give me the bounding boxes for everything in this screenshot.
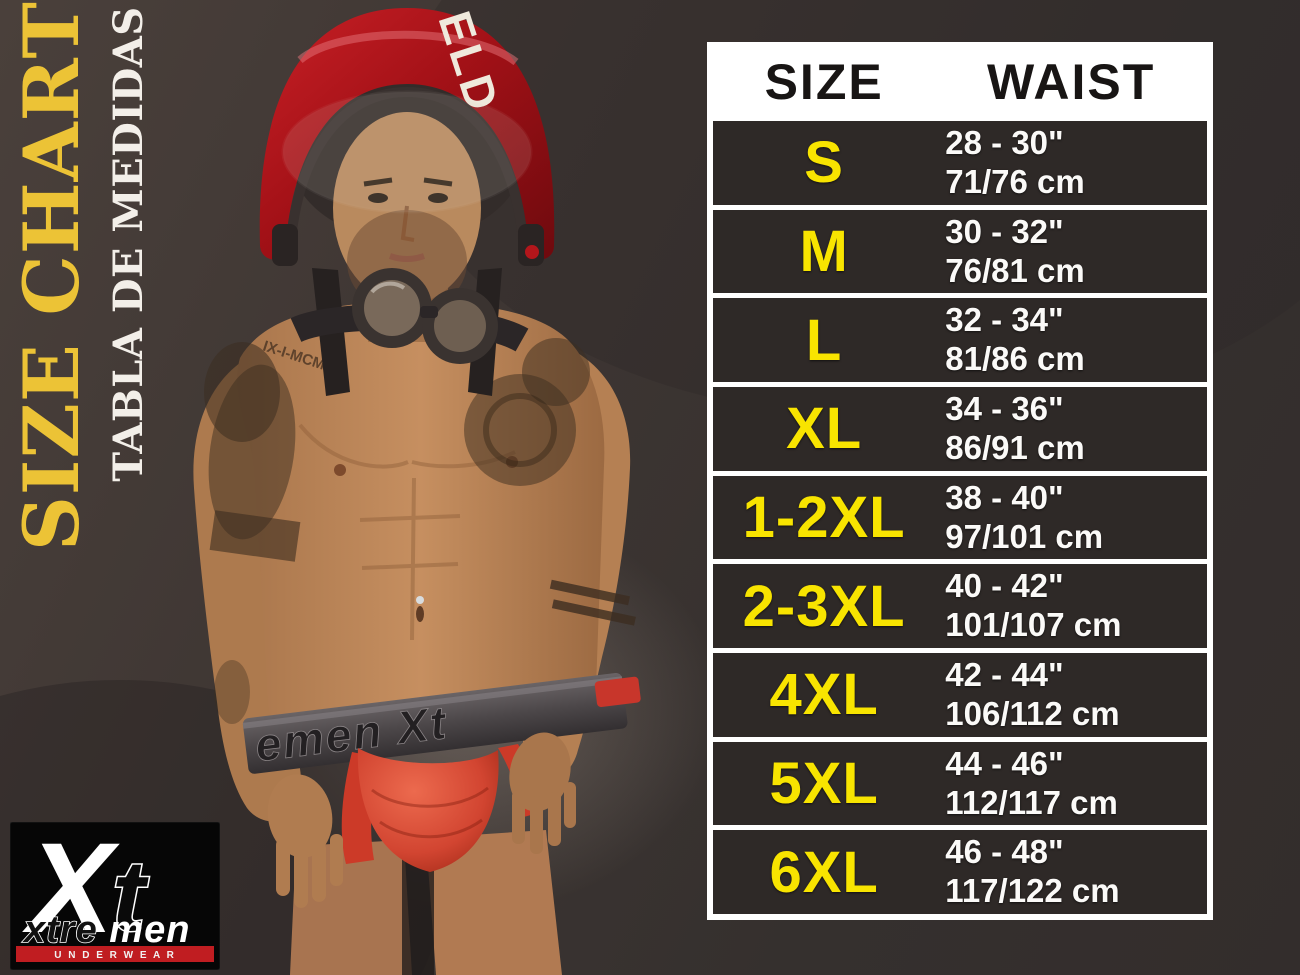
logo-wordmark-xtre: xtre	[22, 909, 98, 951]
waist-inches: 44 - 46"	[945, 744, 1064, 782]
logo-monogram-x: X	[22, 822, 120, 960]
logo-underwear-bar	[16, 946, 214, 962]
size-cell: M	[799, 219, 849, 284]
model-right-hand	[267, 774, 343, 908]
waist-cm: 112/117 cm	[945, 783, 1118, 821]
waist-inches: 46 - 48"	[945, 833, 1064, 871]
page-title: SIZE CHART	[4, 1, 98, 551]
logo-wordmark-men: men	[109, 909, 190, 951]
waistband-red-tab	[594, 676, 641, 708]
size-cell: L	[805, 307, 843, 373]
waist-inches: 40 - 42"	[945, 567, 1064, 605]
size-cell: 5XL	[769, 751, 879, 817]
page-subtitle-text: TABLA DE MEDIDAS	[104, 6, 152, 482]
helmet-ear-right	[518, 224, 544, 266]
waist-cell: 30 - 32" 76/81 cm	[935, 210, 1207, 294]
helmet-clip-red	[525, 245, 539, 259]
header-size: SIZE	[764, 54, 884, 110]
table-row: 1-2XL 38 - 40" 97/101 cm	[713, 470, 1207, 560]
waist-cm: 71/76 cm	[945, 162, 1085, 200]
table-row: S 28 - 30" 71/76 cm	[713, 116, 1207, 205]
waist-cell: 42 - 44" 106/112 cm	[935, 653, 1207, 737]
waist-cell: 34 - 36" 86/91 cm	[935, 387, 1207, 471]
waist-cell: 44 - 46" 112/117 cm	[935, 742, 1207, 826]
size-cell: S	[804, 130, 844, 196]
waist-cell: 38 - 40" 97/101 cm	[935, 476, 1207, 560]
brand-logo: X t xtre men U N D E R W E A R	[10, 822, 220, 970]
waist-inches: 34 - 36"	[945, 389, 1064, 427]
size-table: SIZE WAIST S 28 - 30" 71/76 cm M 30 - 32…	[707, 42, 1213, 920]
model: IX-I-MCMXC ELD	[193, 5, 641, 975]
size-cell: 1-2XL	[742, 485, 906, 551]
waist-cell: 32 - 34" 81/86 cm	[935, 298, 1207, 382]
size-cell: XL	[786, 396, 863, 462]
table-row: L 32 - 34" 81/86 cm	[713, 293, 1207, 383]
waist-inches: 38 - 40"	[945, 478, 1064, 516]
nipple-left	[334, 464, 346, 476]
pouch-texture	[371, 786, 489, 839]
navel-piercing	[416, 596, 424, 604]
table-row: 2-3XL 40 - 42" 101/107 cm	[713, 559, 1207, 649]
table-header: SIZE WAIST	[713, 48, 1207, 116]
model-right-thigh	[426, 830, 562, 975]
helmet-ear-left	[272, 224, 298, 266]
helmet-visor	[281, 90, 533, 214]
waist-cm: 101/107 cm	[945, 606, 1122, 644]
logo-tagline: U N D E R W E A R	[54, 950, 176, 961]
waist-cm: 97/101 cm	[945, 517, 1104, 555]
model-left-hand	[509, 732, 576, 854]
waist-cm: 117/122 cm	[945, 872, 1120, 910]
waist-inches: 30 - 32"	[945, 212, 1064, 250]
waist-cell: 46 - 48" 117/122 cm	[935, 830, 1207, 914]
goggles	[290, 268, 529, 364]
size-cell: 4XL	[769, 662, 879, 728]
page-subtitle: TABLA DE MEDIDAS	[100, 6, 156, 481]
waist-inches: 28 - 30"	[945, 123, 1064, 161]
waist-cm: 86/91 cm	[945, 428, 1085, 466]
page-title-text: SIZE CHART	[6, 1, 96, 551]
table-row: 5XL 44 - 46" 112/117 cm	[713, 736, 1207, 826]
waist-cm: 76/81 cm	[945, 251, 1085, 289]
waist-cell: 28 - 30" 71/76 cm	[935, 121, 1207, 205]
size-cell: 2-3XL	[742, 573, 906, 639]
facial-features	[363, 177, 453, 262]
waist-inches: 42 - 44"	[945, 655, 1064, 693]
jock-pouch	[357, 748, 499, 872]
logo-monogram-t: t	[112, 840, 149, 952]
svg-text:xtre men: xtre men	[22, 909, 190, 951]
waist-cell: 40 - 42" 101/107 cm	[935, 564, 1207, 648]
navel	[416, 606, 424, 622]
table-row: XL 34 - 36" 86/91 cm	[713, 382, 1207, 471]
table-row: M 30 - 32" 76/81 cm	[713, 204, 1207, 294]
header-waist: WAIST	[986, 54, 1156, 110]
waist-cm: 81/86 cm	[945, 340, 1085, 378]
size-cell: 6XL	[769, 839, 879, 905]
waist-cm: 106/112 cm	[945, 694, 1120, 732]
waist-inches: 32 - 34"	[945, 301, 1064, 339]
table-row: 6XL 46 - 48" 117/122 cm	[713, 825, 1207, 915]
helmet-trim	[285, 86, 529, 251]
table-row: 4XL 42 - 44" 106/112 cm	[713, 648, 1207, 737]
tattoos	[204, 338, 636, 724]
